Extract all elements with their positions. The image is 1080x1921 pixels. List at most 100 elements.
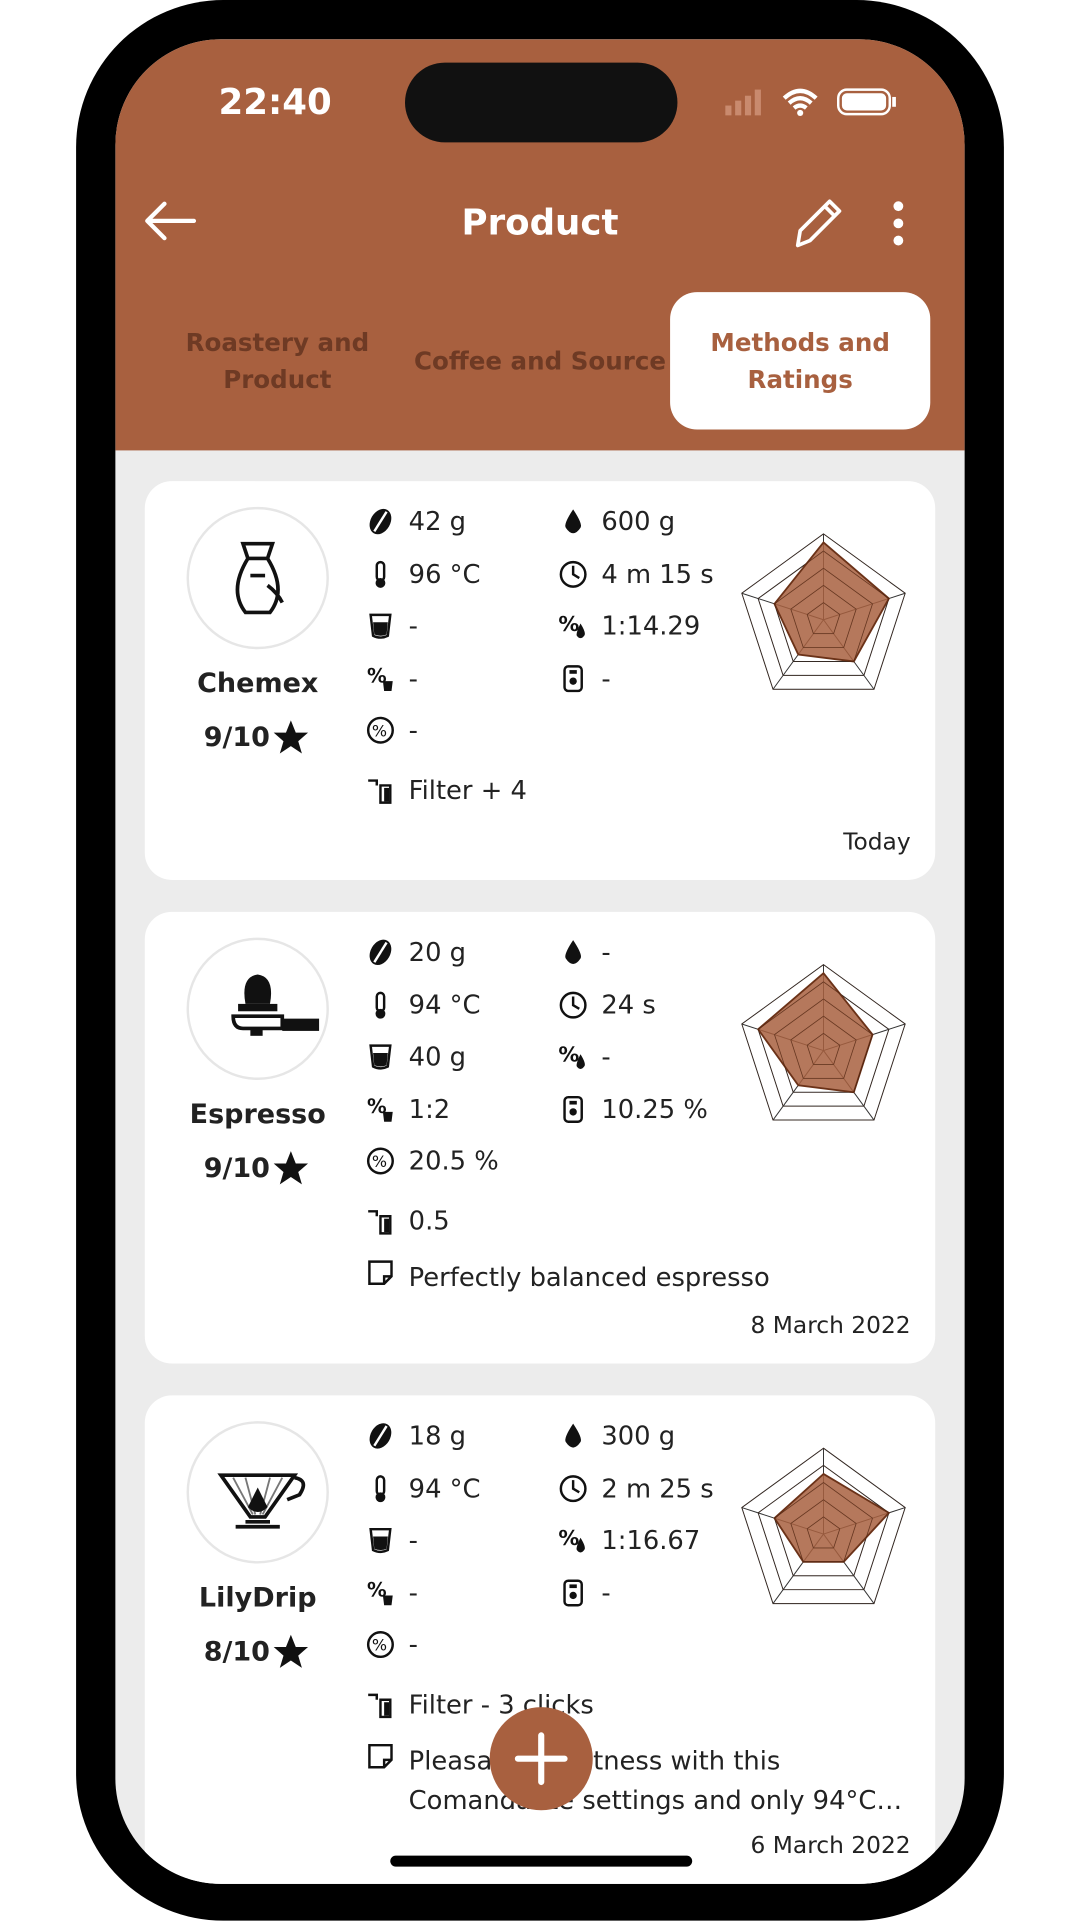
svg-text:%: % <box>372 1636 387 1655</box>
radar-ring-overlay <box>774 1482 873 1577</box>
stat-value: 94 °C <box>408 1473 481 1503</box>
edit-button[interactable] <box>788 194 847 253</box>
tab-active[interactable]: Methods and Ratings <box>670 292 931 430</box>
dynamic-island <box>404 62 678 143</box>
radar-chart <box>741 1447 906 1605</box>
stat-icon: % <box>366 716 394 744</box>
method-name: Chemex <box>197 668 319 700</box>
stat-value: 300 g <box>601 1421 676 1451</box>
stat-value: 20 g <box>408 937 467 968</box>
stat-icon: % <box>558 612 585 639</box>
stat-value: 20.5 % <box>408 1146 499 1176</box>
stat-icon <box>375 560 386 588</box>
method-rating: 9/10 <box>203 1153 270 1185</box>
method-rating: 8/10 <box>203 1637 270 1668</box>
status-icons <box>725 88 896 116</box>
rating-star <box>273 1151 309 1185</box>
stat-value: - <box>408 1629 418 1660</box>
stat-icon: % <box>367 1578 393 1605</box>
stat-value: 40 g <box>408 1041 467 1072</box>
method-name: LilyDrip <box>198 1583 317 1614</box>
more-button[interactable] <box>886 199 911 251</box>
stat-icon: % <box>367 1095 393 1122</box>
notes-value: Pleasant sweetness with this Comandante … <box>408 1746 903 1816</box>
method-card[interactable]: Espresso 9/10 20 g 94 °C 40 g% 1:2% 20.5 % - 24 … <box>144 911 936 1364</box>
stat-value: 94 °C <box>408 989 481 1020</box>
rating-star <box>273 720 309 754</box>
radar-area <box>773 541 891 663</box>
stat-value: - <box>408 1577 418 1608</box>
radar-ring-overlay <box>790 585 857 648</box>
stat-icon <box>563 1578 583 1606</box>
grind-value: Filter + 4 <box>408 775 527 806</box>
stat-value: 1:16.67 <box>601 1525 701 1555</box>
stat-value: - <box>601 663 611 693</box>
add-button[interactable] <box>488 1706 594 1812</box>
stat-value: - <box>408 1525 418 1555</box>
radar-chart <box>741 533 906 690</box>
stat-value: 24 s <box>601 989 656 1020</box>
stat-icon <box>565 509 581 534</box>
stat-value: - <box>601 1577 611 1608</box>
stat-value: - <box>408 611 418 641</box>
stat-icon <box>565 940 581 965</box>
page-title: Product <box>461 201 619 243</box>
stat-icon <box>369 939 392 966</box>
stat-icon <box>375 991 386 1019</box>
stat-value: 1:2 <box>408 1094 451 1124</box>
stat-icon <box>565 1423 581 1448</box>
method-icon <box>186 937 329 1080</box>
radar-ring-overlay <box>741 1447 906 1604</box>
radar-ring-overlay <box>741 533 906 690</box>
home-indicator <box>390 1855 693 1867</box>
stat-value: - <box>601 937 611 968</box>
stat-icon: % <box>367 664 393 691</box>
notes-icon <box>368 1743 393 1769</box>
stat-icon: % <box>558 1043 585 1069</box>
date: Today <box>843 828 911 856</box>
svg-text:%: % <box>558 612 579 636</box>
svg-text:%: % <box>367 1095 387 1118</box>
stat-value: - <box>408 663 418 693</box>
stat-icon <box>369 1423 392 1449</box>
stat-value: 600 g <box>601 506 676 537</box>
stat-value: 10.25 % <box>601 1094 708 1124</box>
stat-value: 2 m 25 s <box>601 1473 714 1503</box>
svg-text:%: % <box>367 664 387 687</box>
screen: 22:40 Product Roastery and Product Coffe… <box>115 39 965 1884</box>
radar-ring-overlay <box>790 1499 857 1563</box>
method-icon <box>186 1421 329 1564</box>
stat-value: 18 g <box>408 1421 467 1451</box>
stat-value: - <box>408 715 418 745</box>
grind-value: 0.5 <box>408 1206 450 1236</box>
svg-text:%: % <box>367 1578 387 1601</box>
stat-icon <box>369 1044 392 1070</box>
date: 8 March 2022 <box>750 1311 911 1339</box>
stat-icon: % <box>366 1147 394 1175</box>
status-time: 22:40 <box>218 80 332 123</box>
stat-icon <box>559 1474 587 1502</box>
stat-icon <box>369 613 392 639</box>
stat-icon: % <box>558 1526 585 1553</box>
radar-ring-overlay <box>806 1516 841 1549</box>
stat-value: - <box>601 1041 611 1072</box>
radar-ring-overlay <box>757 981 890 1107</box>
radar-ring-overlay <box>774 998 873 1093</box>
rating-star <box>273 1634 309 1668</box>
radar-ring-overlay <box>774 567 873 662</box>
tab[interactable]: Coffee and Source <box>413 346 667 376</box>
notes-icon <box>368 1260 393 1285</box>
back-button[interactable] <box>142 199 198 243</box>
svg-text:%: % <box>558 1043 579 1067</box>
tab[interactable]: Roastery and Product <box>185 327 370 394</box>
stat-icon <box>559 560 587 588</box>
notes-value: Perfectly balanced espresso <box>408 1262 770 1293</box>
svg-text:%: % <box>372 1152 387 1171</box>
header: 22:40 Product Roastery and Product Coffe… <box>115 39 965 451</box>
method-rating: 9/10 <box>203 722 270 754</box>
